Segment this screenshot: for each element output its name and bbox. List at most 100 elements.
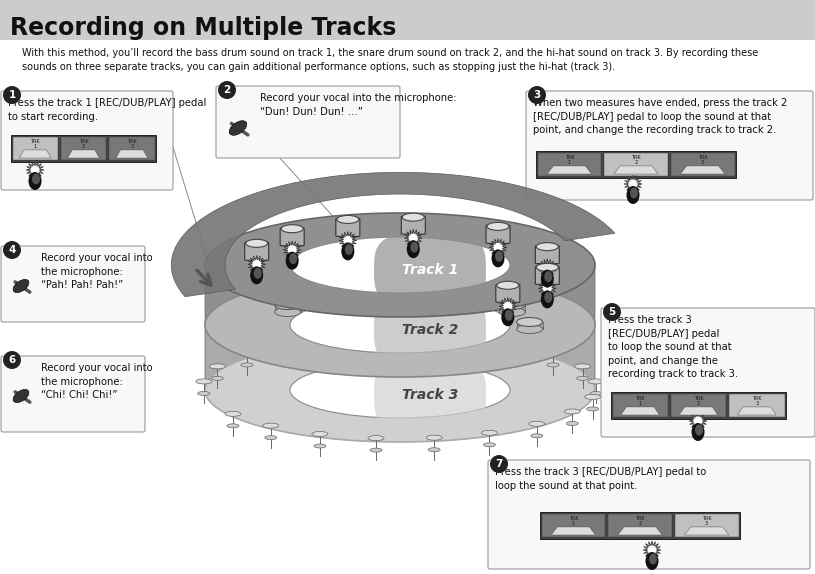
Polygon shape	[248, 255, 266, 273]
Text: 3: 3	[533, 90, 540, 100]
Ellipse shape	[588, 379, 604, 384]
Polygon shape	[430, 265, 595, 377]
FancyBboxPatch shape	[488, 460, 810, 569]
Circle shape	[490, 455, 508, 473]
Ellipse shape	[245, 239, 267, 247]
Ellipse shape	[209, 364, 226, 369]
Ellipse shape	[225, 412, 241, 416]
FancyBboxPatch shape	[517, 322, 543, 329]
Ellipse shape	[312, 432, 328, 436]
Ellipse shape	[289, 253, 297, 264]
Ellipse shape	[392, 331, 408, 336]
Ellipse shape	[205, 273, 595, 377]
FancyBboxPatch shape	[12, 137, 58, 160]
Ellipse shape	[645, 552, 659, 570]
Ellipse shape	[691, 423, 704, 441]
Ellipse shape	[536, 263, 558, 272]
Polygon shape	[205, 325, 369, 441]
Ellipse shape	[29, 172, 42, 190]
FancyBboxPatch shape	[608, 514, 672, 537]
Text: TRK
2: TRK 2	[79, 139, 88, 149]
Ellipse shape	[407, 240, 420, 258]
FancyBboxPatch shape	[611, 392, 786, 419]
Ellipse shape	[544, 271, 553, 282]
Text: Press the track 1 [REC/DUB/PLAY] pedal
to start recording.: Press the track 1 [REC/DUB/PLAY] pedal t…	[8, 98, 206, 122]
Text: TRK
1: TRK 1	[565, 155, 574, 165]
FancyBboxPatch shape	[244, 242, 269, 261]
FancyBboxPatch shape	[536, 151, 736, 178]
Ellipse shape	[253, 268, 262, 279]
Polygon shape	[689, 412, 707, 430]
Ellipse shape	[211, 377, 223, 381]
Polygon shape	[499, 297, 517, 315]
Ellipse shape	[13, 389, 29, 402]
Ellipse shape	[345, 244, 353, 255]
Ellipse shape	[265, 436, 277, 440]
Polygon shape	[624, 175, 642, 193]
Ellipse shape	[575, 364, 591, 369]
Ellipse shape	[428, 448, 440, 452]
FancyBboxPatch shape	[216, 86, 400, 158]
Polygon shape	[614, 166, 659, 174]
Polygon shape	[430, 325, 595, 441]
Ellipse shape	[504, 310, 513, 321]
Ellipse shape	[241, 363, 253, 367]
FancyBboxPatch shape	[11, 135, 156, 162]
Polygon shape	[681, 166, 725, 174]
Ellipse shape	[284, 352, 296, 356]
Polygon shape	[283, 241, 302, 259]
FancyBboxPatch shape	[535, 246, 559, 263]
Text: TRK
1: TRK 1	[569, 516, 578, 526]
Ellipse shape	[487, 222, 509, 230]
FancyBboxPatch shape	[1, 356, 145, 432]
FancyBboxPatch shape	[541, 514, 606, 537]
Text: Press the track 3
[REC/DUB/PLAY] pedal
to loop the sound at that
point, and chan: Press the track 3 [REC/DUB/PLAY] pedal t…	[608, 315, 738, 379]
Text: TRK
1: TRK 1	[636, 396, 645, 406]
Ellipse shape	[290, 362, 510, 418]
FancyBboxPatch shape	[500, 305, 525, 312]
FancyBboxPatch shape	[729, 394, 785, 417]
Ellipse shape	[394, 343, 406, 347]
Text: Record your vocal into the microphone:
“Dun! Dun! Dun! …”: Record your vocal into the microphone: “…	[260, 93, 456, 117]
Text: Track 1: Track 1	[402, 263, 458, 277]
Ellipse shape	[452, 346, 464, 350]
Ellipse shape	[529, 421, 544, 426]
Ellipse shape	[500, 301, 525, 309]
Ellipse shape	[196, 379, 212, 384]
FancyBboxPatch shape	[1, 246, 145, 322]
Text: With this method, you’ll record the bass drum sound on track 1, the snare drum s: With this method, you’ll record the bass…	[22, 48, 758, 72]
Text: 2: 2	[223, 85, 231, 95]
Ellipse shape	[544, 292, 553, 303]
Polygon shape	[538, 280, 557, 297]
FancyBboxPatch shape	[280, 228, 304, 246]
FancyBboxPatch shape	[486, 226, 510, 243]
FancyBboxPatch shape	[526, 91, 813, 200]
Ellipse shape	[482, 430, 497, 435]
Text: 6: 6	[8, 355, 15, 365]
FancyBboxPatch shape	[401, 216, 425, 234]
Text: Track 3: Track 3	[402, 388, 458, 402]
FancyBboxPatch shape	[675, 514, 738, 537]
FancyBboxPatch shape	[671, 153, 734, 176]
Ellipse shape	[541, 290, 554, 308]
Polygon shape	[171, 172, 615, 297]
Ellipse shape	[426, 435, 443, 440]
Polygon shape	[116, 150, 148, 158]
Text: 4: 4	[8, 245, 15, 255]
Circle shape	[3, 241, 21, 259]
Text: TRK
2: TRK 2	[631, 155, 641, 165]
Polygon shape	[738, 407, 776, 415]
Ellipse shape	[205, 213, 595, 317]
Polygon shape	[339, 231, 357, 250]
FancyBboxPatch shape	[601, 308, 815, 437]
Ellipse shape	[564, 409, 580, 414]
Text: Press the track 3 [REC/DUB/PLAY] pedal to
loop the sound at that point.: Press the track 3 [REC/DUB/PLAY] pedal t…	[495, 467, 707, 491]
Ellipse shape	[290, 237, 510, 293]
FancyBboxPatch shape	[275, 305, 301, 312]
Ellipse shape	[282, 340, 297, 345]
Ellipse shape	[584, 394, 601, 400]
Ellipse shape	[517, 324, 543, 333]
Ellipse shape	[410, 242, 418, 253]
Ellipse shape	[370, 448, 382, 452]
Text: Record your vocal into
the microphone:
“Pah! Pah! Pah!”: Record your vocal into the microphone: “…	[41, 253, 152, 290]
